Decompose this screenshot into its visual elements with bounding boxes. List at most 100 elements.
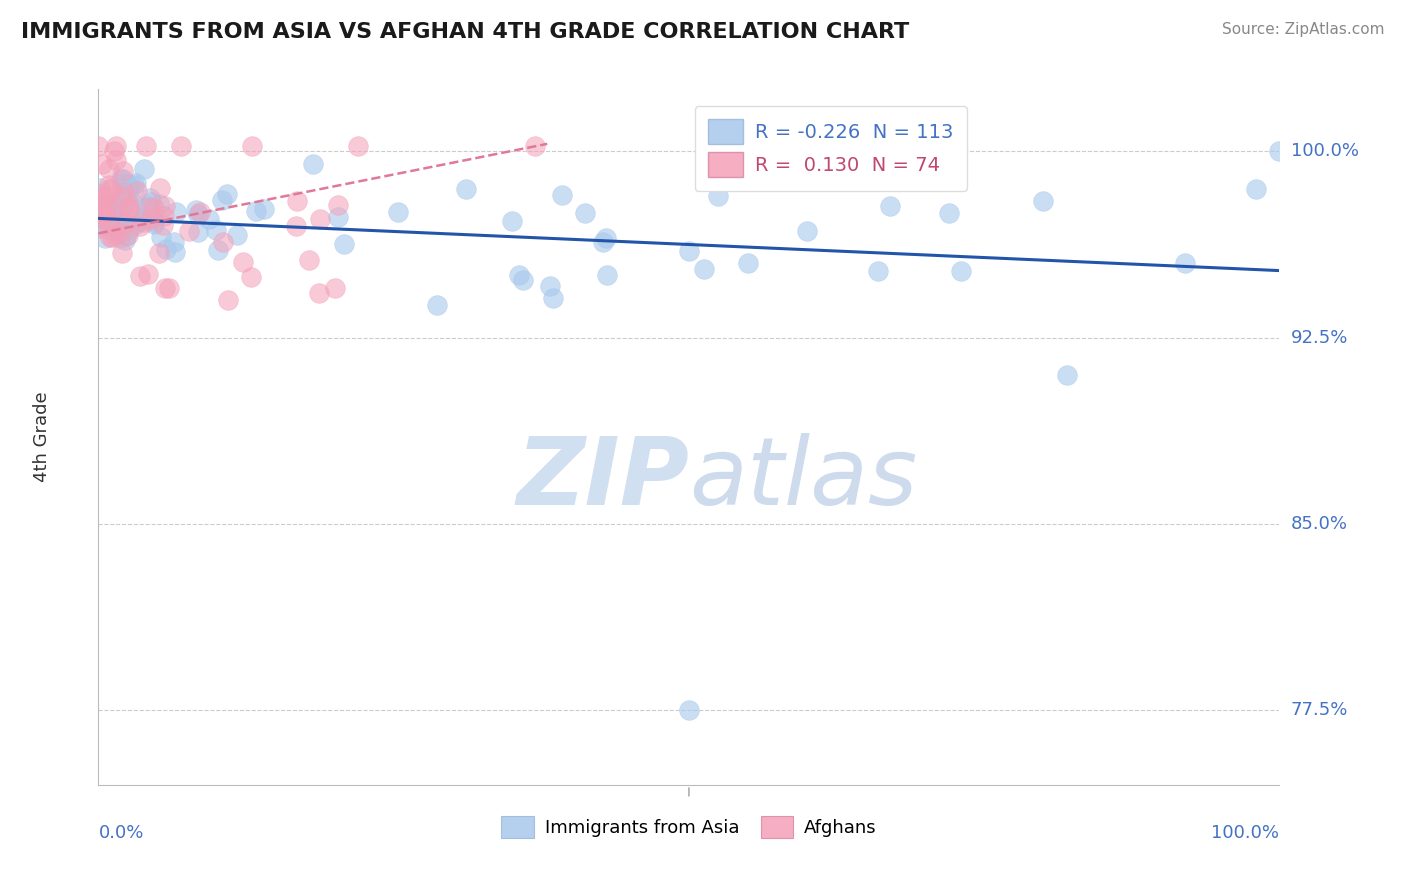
Point: [111, 177, 134, 191]
Point: [245, 204, 267, 219]
Point: [115, 192, 138, 206]
Legend: Immigrants from Asia, Afghans: Immigrants from Asia, Afghans: [494, 809, 884, 846]
Point: [112, 172, 135, 186]
Point: [114, 189, 136, 203]
Point: [1174, 256, 1197, 270]
Point: [512, 273, 534, 287]
Point: [326, 210, 349, 224]
Text: 100.0%: 100.0%: [1212, 824, 1279, 842]
Point: [326, 197, 349, 211]
Point: [105, 139, 128, 153]
Point: [866, 263, 889, 277]
Point: [107, 194, 129, 208]
Point: [103, 218, 125, 232]
Point: [124, 217, 146, 231]
Point: [177, 224, 200, 238]
Point: [796, 224, 818, 238]
Point: [93, 231, 115, 245]
Point: [454, 181, 477, 195]
Point: [91, 191, 114, 205]
Point: [141, 212, 163, 227]
Point: [141, 212, 163, 227]
Point: [309, 212, 332, 227]
Point: [155, 242, 177, 256]
Point: [100, 203, 122, 218]
Point: [136, 199, 159, 213]
Point: [127, 184, 149, 198]
Point: [105, 153, 128, 168]
Point: [678, 244, 700, 258]
Point: [110, 171, 132, 186]
Point: [149, 181, 172, 195]
Point: [98, 181, 121, 195]
Text: 4th Grade: 4th Grade: [32, 392, 51, 483]
Point: [165, 204, 187, 219]
Point: [132, 215, 155, 229]
Point: [118, 201, 141, 215]
Point: [508, 268, 530, 282]
Point: [125, 176, 148, 190]
Point: [148, 196, 170, 211]
Point: [90, 219, 112, 233]
Point: [205, 222, 228, 236]
Point: [142, 201, 165, 215]
Point: [187, 207, 209, 221]
Point: [103, 213, 125, 227]
Point: [134, 161, 156, 176]
Point: [143, 215, 166, 229]
Point: [879, 199, 901, 213]
Point: [115, 177, 138, 191]
Point: [96, 200, 118, 214]
Point: [110, 246, 132, 260]
Point: [135, 139, 157, 153]
Point: [524, 139, 547, 153]
Point: [112, 218, 135, 232]
Point: [89, 210, 111, 224]
Point: [105, 215, 128, 229]
Point: [98, 195, 121, 210]
Point: [96, 206, 118, 220]
Point: [157, 281, 180, 295]
Point: [89, 186, 111, 201]
Point: [128, 269, 150, 284]
Point: [97, 161, 120, 176]
Point: [153, 210, 176, 224]
Point: [240, 270, 263, 285]
Point: [100, 182, 122, 196]
Point: [98, 202, 121, 217]
Point: [551, 188, 574, 202]
Point: [114, 199, 136, 213]
Point: [1268, 145, 1291, 159]
Point: [93, 199, 115, 213]
Point: [232, 255, 254, 269]
Point: [98, 229, 121, 244]
Text: atlas: atlas: [689, 434, 917, 524]
Point: [89, 180, 111, 194]
Point: [163, 245, 186, 260]
Point: [112, 186, 135, 200]
Text: 0.0%: 0.0%: [98, 824, 143, 842]
Point: [129, 214, 152, 228]
Point: [186, 202, 208, 217]
Point: [104, 211, 127, 226]
Point: [89, 221, 111, 235]
Text: 85.0%: 85.0%: [1291, 515, 1347, 533]
Text: 92.5%: 92.5%: [1291, 328, 1348, 347]
Point: [737, 256, 759, 270]
Point: [1032, 194, 1054, 208]
Point: [91, 208, 114, 222]
Point: [150, 230, 173, 244]
Point: [170, 139, 193, 153]
Point: [1244, 181, 1267, 195]
Point: [100, 203, 122, 218]
Point: [96, 190, 118, 204]
Point: [136, 267, 159, 281]
Point: [187, 225, 209, 239]
Point: [143, 217, 166, 231]
Point: [104, 217, 127, 231]
Point: [226, 227, 249, 242]
Point: [89, 203, 111, 218]
Point: [112, 185, 135, 199]
Point: [103, 223, 125, 237]
Point: [148, 246, 170, 260]
